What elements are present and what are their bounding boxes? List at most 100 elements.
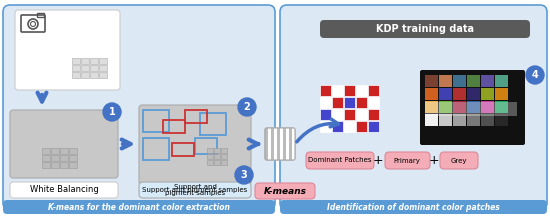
Bar xyxy=(481,114,494,126)
FancyBboxPatch shape xyxy=(3,5,275,210)
Bar xyxy=(495,88,508,100)
Bar xyxy=(467,101,480,113)
FancyBboxPatch shape xyxy=(3,200,275,214)
Bar xyxy=(143,110,169,132)
Bar xyxy=(99,58,107,64)
Bar xyxy=(185,110,207,123)
Bar xyxy=(292,128,295,160)
Bar xyxy=(439,114,452,126)
FancyBboxPatch shape xyxy=(265,128,295,160)
Bar xyxy=(143,138,169,160)
Bar xyxy=(99,72,107,78)
Bar xyxy=(214,160,220,165)
Bar xyxy=(81,65,89,71)
Bar xyxy=(221,148,227,153)
Bar xyxy=(195,138,217,154)
Bar xyxy=(60,162,68,168)
Text: +: + xyxy=(428,154,439,167)
FancyBboxPatch shape xyxy=(15,10,120,90)
Bar xyxy=(344,97,355,108)
Bar xyxy=(425,75,438,87)
Bar xyxy=(274,128,277,160)
Bar xyxy=(268,128,271,160)
Bar xyxy=(453,88,466,100)
Bar xyxy=(221,154,227,159)
Bar xyxy=(172,143,194,156)
FancyBboxPatch shape xyxy=(255,183,315,199)
Bar xyxy=(368,121,379,132)
Bar xyxy=(481,101,494,113)
Bar xyxy=(207,148,213,153)
Bar xyxy=(439,101,452,113)
Bar xyxy=(495,101,508,113)
Bar xyxy=(51,148,59,154)
Text: K-means: K-means xyxy=(263,186,306,196)
Text: 3: 3 xyxy=(241,170,248,180)
FancyBboxPatch shape xyxy=(420,70,525,145)
Bar xyxy=(425,102,517,116)
Text: White Balancing: White Balancing xyxy=(30,186,98,194)
Text: Dominant Patches: Dominant Patches xyxy=(308,158,372,163)
Bar xyxy=(467,88,480,100)
Text: 4: 4 xyxy=(532,70,538,80)
Bar xyxy=(332,97,343,108)
Bar xyxy=(221,160,227,165)
Bar xyxy=(69,155,77,161)
FancyBboxPatch shape xyxy=(10,110,118,178)
Circle shape xyxy=(103,103,121,121)
Bar xyxy=(368,97,379,108)
Bar xyxy=(51,155,59,161)
FancyBboxPatch shape xyxy=(385,152,430,169)
FancyBboxPatch shape xyxy=(280,200,547,214)
Bar xyxy=(69,148,77,154)
Bar xyxy=(495,75,508,87)
Text: K-means for the dominant color extraction: K-means for the dominant color extractio… xyxy=(48,202,230,212)
Bar xyxy=(51,162,59,168)
Bar xyxy=(356,97,367,108)
FancyBboxPatch shape xyxy=(139,182,251,198)
Text: Primary: Primary xyxy=(394,158,420,163)
Bar xyxy=(42,155,50,161)
Bar xyxy=(207,154,213,159)
Bar xyxy=(425,101,438,113)
FancyBboxPatch shape xyxy=(440,152,478,169)
Bar xyxy=(277,128,280,160)
Bar xyxy=(320,109,331,120)
Text: 1: 1 xyxy=(109,107,116,117)
Bar xyxy=(42,148,50,154)
Bar xyxy=(37,13,44,17)
Text: +: + xyxy=(373,154,383,167)
Bar xyxy=(214,148,220,153)
Bar xyxy=(467,114,480,126)
Bar xyxy=(214,154,220,159)
Bar xyxy=(481,88,494,100)
Bar xyxy=(368,109,379,120)
Circle shape xyxy=(235,166,253,184)
Text: Support and pigment samples: Support and pigment samples xyxy=(142,187,248,193)
Bar xyxy=(289,128,292,160)
Bar xyxy=(453,114,466,126)
FancyBboxPatch shape xyxy=(320,20,530,38)
Text: pigment samples: pigment samples xyxy=(165,190,225,196)
Bar xyxy=(60,155,68,161)
Bar xyxy=(425,88,438,100)
Bar xyxy=(368,85,379,96)
Bar xyxy=(280,128,283,160)
Text: Identification of dominant color patches: Identification of dominant color patches xyxy=(327,202,499,212)
Bar xyxy=(72,65,80,71)
Bar xyxy=(453,101,466,113)
Bar xyxy=(69,162,77,168)
Bar xyxy=(72,58,80,64)
Bar xyxy=(60,148,68,154)
Bar xyxy=(265,128,268,160)
FancyBboxPatch shape xyxy=(10,182,118,198)
Bar xyxy=(320,121,331,132)
Bar xyxy=(356,85,367,96)
FancyBboxPatch shape xyxy=(280,5,547,210)
Bar xyxy=(200,113,226,135)
Bar xyxy=(72,72,80,78)
Bar xyxy=(320,85,331,96)
FancyBboxPatch shape xyxy=(306,152,374,169)
Text: Grey: Grey xyxy=(451,158,468,163)
Bar xyxy=(453,75,466,87)
